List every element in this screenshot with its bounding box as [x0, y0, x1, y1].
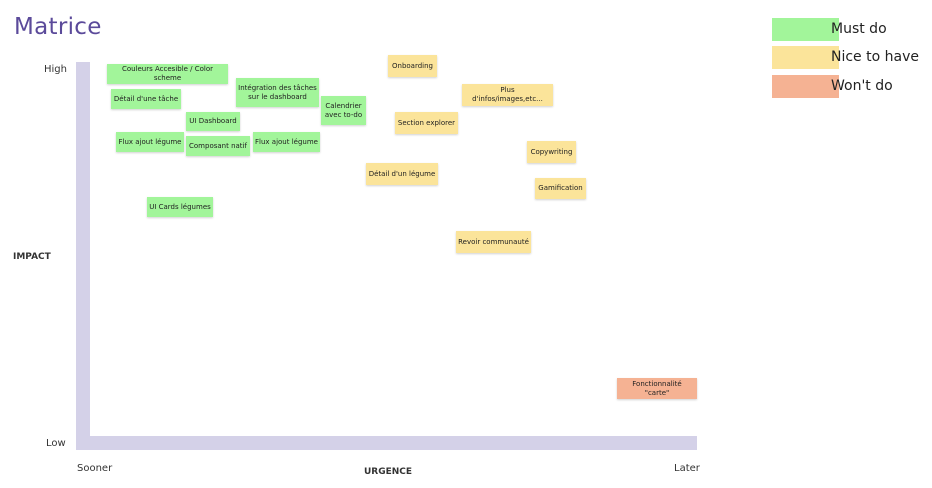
sticky-note-plus-infos[interactable]: Plus d'infos/images,etc... [462, 84, 553, 106]
legend-swatch-wont-do [772, 75, 839, 98]
x-axis-end-label: Later [674, 463, 700, 474]
x-axis-title: URGENCE [364, 467, 413, 477]
x-axis-start-label: Sooner [77, 463, 113, 474]
sticky-note-section-explorer[interactable]: Section explorer [395, 112, 458, 134]
y-axis-high-label: High [44, 64, 67, 75]
sticky-note-integration[interactable]: Intégration des tâches sur le dashboard [236, 78, 319, 107]
sticky-note-couleurs[interactable]: Couleurs Accesible / Color scheme [107, 64, 228, 84]
x-axis-bar [76, 436, 697, 450]
sticky-note-fonctionnalite-carte[interactable]: Fonctionnalité "carte" [617, 378, 697, 399]
y-axis-bar [76, 62, 90, 450]
legend-label-nice-to-have: Nice to have [831, 49, 919, 65]
sticky-note-calendrier[interactable]: Calendrier avec to-do [321, 96, 366, 125]
page-title: Matrice [14, 14, 102, 40]
sticky-note-ui-cards[interactable]: UI Cards légumes [147, 197, 213, 217]
y-axis-title: IMPACT [13, 252, 51, 262]
sticky-note-revoir-communaute[interactable]: Revoir communauté [456, 231, 531, 253]
legend-label-must-do: Must do [831, 21, 887, 37]
sticky-note-ui-dashboard[interactable]: UI Dashboard [186, 112, 240, 131]
sticky-note-flux-ajout-1[interactable]: Flux ajout légume [116, 132, 184, 152]
sticky-note-copywriting[interactable]: Copywriting [527, 141, 576, 163]
y-axis-low-label: Low [46, 438, 66, 449]
sticky-note-onboarding[interactable]: Onboarding [388, 55, 437, 77]
sticky-note-gamification[interactable]: Gamification [535, 178, 586, 199]
sticky-note-detail-legume[interactable]: Détail d'un légume [366, 163, 438, 185]
sticky-note-flux-ajout-2[interactable]: Flux ajout légume [253, 132, 320, 152]
legend-swatch-nice-to-have [772, 46, 839, 69]
sticky-note-detail-tache[interactable]: Détail d'une tâche [111, 89, 181, 109]
legend-label-wont-do: Won't do [831, 78, 893, 94]
legend-swatch-must-do [772, 18, 839, 41]
sticky-note-composant-natif[interactable]: Composant natif [186, 136, 250, 156]
